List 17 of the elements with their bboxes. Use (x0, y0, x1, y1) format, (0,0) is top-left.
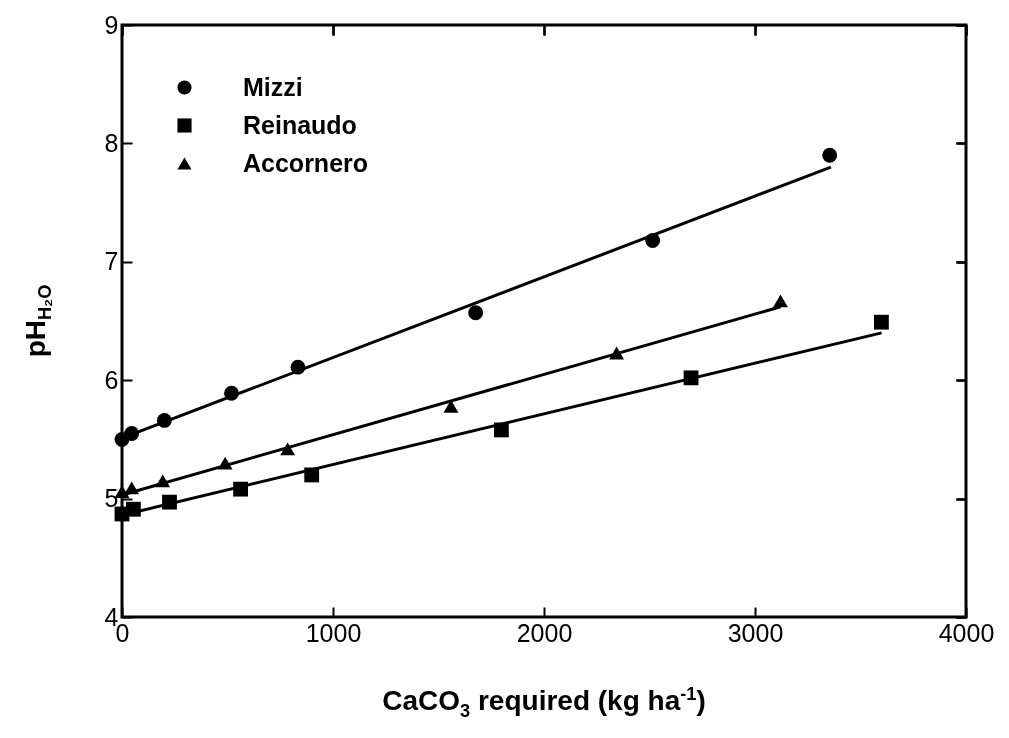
legend-label: Reinaudo (243, 110, 357, 139)
point (873, 314, 889, 330)
y-tick-label: 5 (104, 484, 119, 513)
point (822, 147, 838, 163)
point (773, 294, 788, 308)
y-tick-label: 8 (104, 128, 119, 157)
y-tick-label: 7 (104, 247, 119, 276)
x-tick-label: 4000 (938, 618, 995, 647)
legend-label: Accornero (243, 148, 369, 177)
x-axis-title: CaCO$_{3}$ required (kg ha$^{-1}$) (382, 684, 706, 722)
legend-label: Mizzi (243, 72, 303, 101)
x-tick-label: 3000 (727, 618, 784, 647)
y-tick-label: 6 (104, 365, 119, 394)
point (468, 305, 484, 321)
x-tick-label: 2000 (516, 618, 573, 647)
x-tick-label: 1000 (305, 618, 362, 647)
y-tick-label: 9 (104, 10, 119, 39)
